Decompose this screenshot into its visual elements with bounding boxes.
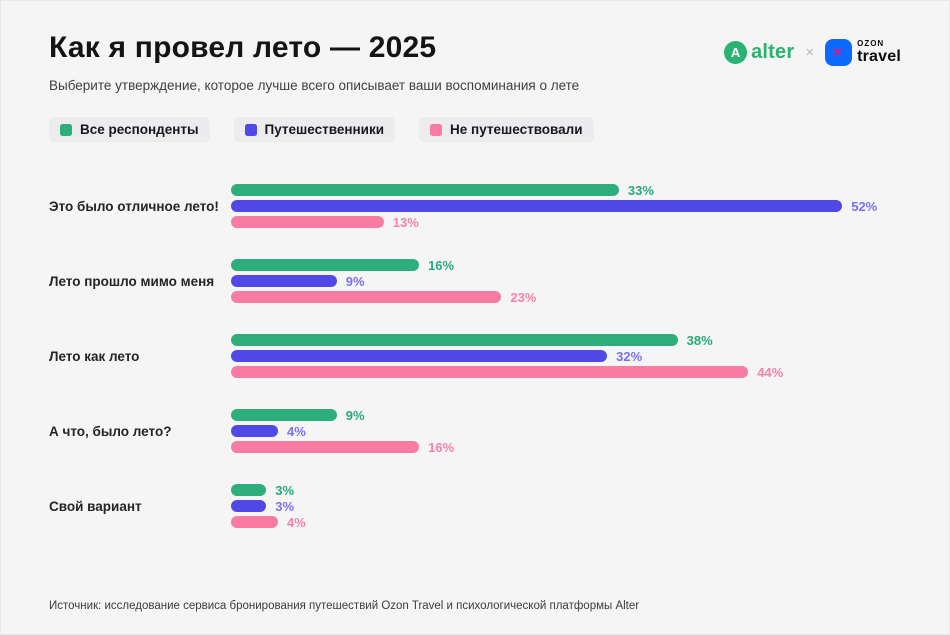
category-label: Это было отличное лето! bbox=[49, 198, 219, 214]
bar-line-travelers: 52% bbox=[231, 198, 901, 214]
bar-value-non-travelers: 44% bbox=[757, 364, 784, 380]
bar-line-travelers: 3% bbox=[231, 498, 901, 514]
bar-value-non-travelers: 23% bbox=[510, 289, 537, 305]
bar-group: 3% 3% 4% bbox=[231, 482, 901, 530]
bar-line-non-travelers: 4% bbox=[231, 514, 901, 530]
legend-item-non-travelers: Не путешествовали bbox=[419, 117, 594, 142]
bar-line-all-respondents: 9% bbox=[231, 407, 901, 423]
legend-swatch-travelers bbox=[244, 123, 257, 136]
chart-row: Свой вариант 3% 3% 4% bbox=[49, 482, 901, 530]
bar-travelers bbox=[231, 275, 337, 287]
bar-value-travelers: 4% bbox=[287, 423, 306, 439]
bar-value-travelers: 52% bbox=[851, 198, 878, 214]
ozon-travel-tile: ✈ bbox=[825, 39, 853, 66]
category-label: Свой вариант bbox=[49, 498, 142, 514]
bar-line-travelers: 32% bbox=[231, 348, 901, 364]
ozon-travel-logo: ✈ OZON travel bbox=[825, 39, 901, 66]
legend-label: Все респонденты bbox=[80, 122, 199, 137]
bar-line-non-travelers: 16% bbox=[231, 439, 901, 455]
chart-legend: Все респонденты Путешественники Не путеш… bbox=[49, 117, 901, 142]
chart-row: А что, было лето? 9% 4% 16% bbox=[49, 407, 901, 455]
bar-value-non-travelers: 13% bbox=[392, 214, 419, 230]
legend-swatch-non-travelers bbox=[430, 123, 443, 136]
bar-all-respondents bbox=[231, 334, 678, 346]
legend-label: Путешественники bbox=[264, 122, 385, 137]
bar-non-travelers bbox=[231, 441, 420, 453]
bar-line-non-travelers: 13% bbox=[231, 214, 901, 230]
bar-value-all-respondents: 3% bbox=[275, 482, 295, 498]
bar-non-travelers bbox=[231, 216, 384, 228]
bar-line-all-respondents: 3% bbox=[231, 482, 901, 498]
bar-travelers bbox=[231, 350, 608, 362]
bar-non-travelers bbox=[231, 291, 502, 303]
bar-line-non-travelers: 44% bbox=[231, 364, 901, 380]
bar-value-travelers: 3% bbox=[275, 498, 295, 514]
bar-all-respondents bbox=[231, 184, 619, 196]
legend-swatch-all-respondents bbox=[60, 123, 72, 136]
bar-travelers bbox=[231, 200, 843, 212]
brand-logos: A alter × ✈ OZON travel bbox=[724, 39, 901, 66]
source-note: Источник: исследование сервиса бронирова… bbox=[49, 600, 640, 612]
category-label: А что, было лето? bbox=[49, 423, 172, 439]
bar-non-travelers bbox=[231, 366, 749, 378]
bar-value-non-travelers: 4% bbox=[287, 514, 306, 530]
bar-non-travelers bbox=[231, 516, 279, 528]
bar-line-all-respondents: 33% bbox=[231, 182, 901, 198]
bar-group: 16% 9% 23% bbox=[231, 257, 901, 305]
bar-group: 33% 52% 13% bbox=[231, 182, 901, 230]
bar-line-travelers: 9% bbox=[231, 273, 901, 289]
page-title: Как я провел лето — 2025 bbox=[49, 31, 437, 64]
chart-row: Это было отличное лето! 33% 52% 13% bbox=[49, 182, 901, 230]
alter-logo-icon: A bbox=[724, 41, 748, 64]
bar-line-all-respondents: 16% bbox=[231, 257, 901, 273]
category-label: Лето прошло мимо меня bbox=[49, 273, 215, 289]
bar-value-non-travelers: 16% bbox=[428, 439, 455, 455]
bar-all-respondents bbox=[231, 484, 267, 496]
bar-all-respondents bbox=[231, 409, 337, 421]
bar-line-travelers: 4% bbox=[231, 423, 901, 439]
ozon-travel-wordmark: OZON travel bbox=[857, 40, 901, 65]
bar-line-all-respondents: 38% bbox=[231, 332, 901, 348]
chart-row: Лето как лето 38% 32% 44% bbox=[49, 332, 901, 380]
bar-line-non-travelers: 23% bbox=[231, 289, 901, 305]
bar-value-all-respondents: 33% bbox=[627, 182, 654, 198]
page-subtitle: Выберите утверждение, которое лучше всег… bbox=[49, 78, 580, 93]
alter-wordmark: alter bbox=[751, 41, 795, 63]
bar-value-all-respondents: 16% bbox=[428, 257, 455, 273]
header-text: Как я провел лето — 2025 Выберите утверж… bbox=[49, 31, 579, 93]
bar-all-respondents bbox=[231, 259, 420, 271]
ozon-wordmark-top: OZON bbox=[857, 39, 885, 48]
legend-item-all-respondents: Все респонденты bbox=[49, 117, 210, 142]
bar-group: 38% 32% 44% bbox=[231, 332, 901, 380]
bar-travelers bbox=[231, 500, 267, 512]
logo-separator: × bbox=[805, 44, 815, 61]
bar-value-travelers: 9% bbox=[345, 273, 365, 289]
legend-item-travelers: Путешественники bbox=[233, 117, 396, 142]
airplane-icon: ✈ bbox=[828, 42, 850, 63]
bar-value-all-respondents: 9% bbox=[345, 407, 365, 423]
chart: Это было отличное лето! 33% 52% 13% Лето про… bbox=[49, 182, 901, 530]
bar-travelers bbox=[231, 425, 279, 437]
alter-logo: A alter bbox=[724, 41, 794, 64]
chart-row: Лето прошло мимо меня 16% 9% 23% bbox=[49, 257, 901, 305]
header: Как я провел лето — 2025 Выберите утверж… bbox=[49, 31, 901, 93]
bar-value-all-respondents: 38% bbox=[686, 332, 713, 348]
bar-value-travelers: 32% bbox=[616, 348, 643, 364]
category-label: Лето как лето bbox=[49, 348, 140, 364]
legend-label: Не путешествовали bbox=[450, 122, 583, 137]
ozon-wordmark-bottom: travel bbox=[857, 48, 901, 65]
bar-group: 9% 4% 16% bbox=[231, 407, 901, 455]
